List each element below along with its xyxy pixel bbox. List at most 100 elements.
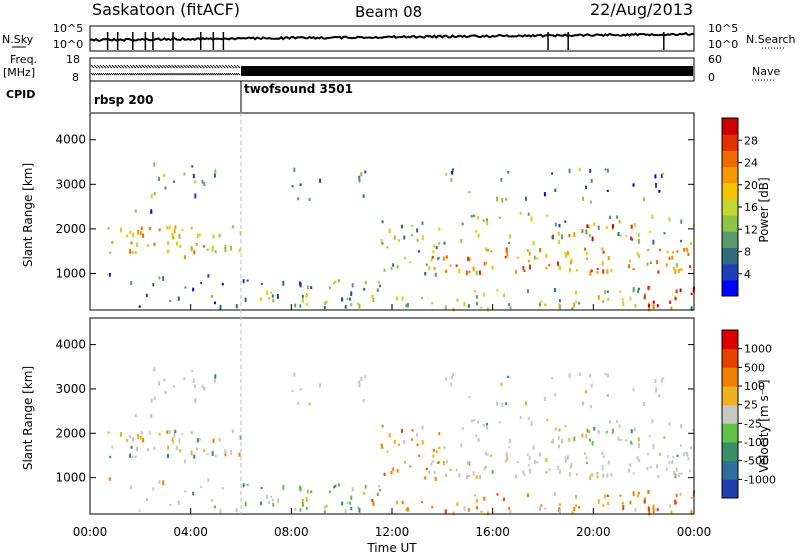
- power-cell: [475, 295, 478, 299]
- velocity-cell: [371, 498, 374, 503]
- freq-dot: [149, 67, 151, 69]
- power-cell: [617, 231, 620, 237]
- power-cell: [432, 250, 435, 254]
- velocity-cell: [299, 508, 302, 512]
- power-cell: [344, 305, 347, 309]
- nave-dot: [130, 73, 132, 75]
- x-tick-label: 08:00: [274, 525, 309, 539]
- freq-dot: [134, 67, 136, 69]
- nave-dot: [237, 74, 239, 76]
- velocity-cell: [206, 452, 209, 456]
- power-cell: [558, 299, 561, 303]
- freq-dot: [96, 65, 99, 67]
- power-cell: [689, 265, 692, 269]
- velocity-cell: [401, 500, 404, 505]
- power-cell: [424, 271, 427, 276]
- power-cell: [554, 288, 557, 292]
- velocity-cell: [410, 438, 413, 441]
- power-cell: [328, 286, 331, 290]
- velocity-cell: [519, 416, 522, 420]
- power-plot-area: [90, 113, 694, 310]
- freq-dot: [142, 66, 144, 68]
- power-cell: [651, 214, 654, 219]
- freq-dot: [205, 66, 207, 68]
- colorbar-tick-label: 25: [744, 399, 758, 412]
- power-cell: [403, 235, 406, 240]
- velocity-cell: [679, 492, 682, 497]
- freq-dot: [93, 65, 96, 67]
- freq-tick-top: 18: [66, 53, 80, 66]
- velocity-cell: [140, 430, 143, 435]
- power-cell: [443, 241, 446, 245]
- noise-tick-right-bottom: 10^0: [708, 38, 738, 51]
- velocity-cell: [301, 502, 304, 507]
- power-cell: [438, 242, 441, 245]
- y-tick-label: 2000: [55, 222, 86, 236]
- velocity-cell: [586, 461, 589, 465]
- freq-dot: [218, 67, 220, 69]
- velocity-cell: [192, 491, 195, 496]
- power-cell: [486, 249, 489, 252]
- nave-dot: [105, 74, 108, 76]
- velocity-cell: [680, 472, 683, 476]
- velocity-cell: [463, 505, 466, 511]
- power-cell: [475, 270, 478, 275]
- velocity-cell: [652, 504, 655, 508]
- power-cell: [169, 299, 172, 302]
- velocity-cell: [163, 378, 166, 382]
- power-cell: [539, 248, 542, 253]
- power-cell: [680, 219, 683, 224]
- freq-dot: [147, 65, 149, 67]
- nave-dot: [96, 73, 99, 75]
- velocity-cell: [509, 510, 512, 514]
- nave-dot: [178, 73, 180, 75]
- power-cell: [350, 291, 353, 296]
- velocity-cell: [589, 475, 592, 480]
- x-tick-label: 00:00: [677, 525, 712, 539]
- velocity-panel: 1000 2000 3000 4000 Slant Range [km]: [21, 317, 696, 516]
- power-cell: [532, 240, 535, 246]
- nave-dot: [94, 73, 97, 75]
- freq-dot: [215, 67, 217, 69]
- power-cell: [637, 232, 640, 238]
- velocity-cell: [130, 485, 133, 490]
- freq-dot: [178, 66, 180, 68]
- y-tick-label: 4000: [55, 133, 86, 147]
- freq-dot: [136, 66, 138, 68]
- velocity-cell: [344, 509, 347, 513]
- freq-dot: [140, 67, 142, 69]
- power-cell: [379, 284, 382, 288]
- velocity-cell: [604, 372, 607, 376]
- nave-dot: [164, 73, 166, 75]
- nave-dot: [93, 74, 96, 76]
- power-cell: [297, 197, 300, 201]
- power-cell: [564, 252, 567, 255]
- freq-dot: [210, 65, 212, 67]
- velocity-cell: [178, 438, 181, 444]
- power-cell: [206, 248, 209, 251]
- nave-dot: [98, 73, 101, 75]
- velocity-cell: [167, 445, 170, 450]
- power-cell: [569, 261, 572, 265]
- colorbar-cell: [722, 442, 738, 462]
- power-cell: [468, 270, 471, 273]
- freq-dot: [137, 67, 139, 69]
- freq-dot: [219, 65, 221, 67]
- power-cell: [193, 250, 196, 255]
- power-cell: [386, 246, 389, 249]
- velocity-cell: [129, 434, 132, 439]
- velocity-cell: [177, 500, 180, 505]
- freq-dot: [224, 67, 226, 69]
- nave-dot: [143, 74, 145, 76]
- power-cell: [674, 297, 677, 301]
- power-cell: [235, 304, 238, 309]
- nave-dot: [110, 73, 113, 75]
- nave-dot: [214, 73, 216, 75]
- power-cell: [108, 273, 111, 277]
- power-cell: [282, 280, 285, 286]
- velocity-cell: [212, 438, 215, 443]
- velocity-cell: [602, 455, 605, 458]
- velocity-cell: [536, 461, 539, 464]
- power-cell: [528, 251, 531, 256]
- colorbar-frame: [721, 329, 739, 499]
